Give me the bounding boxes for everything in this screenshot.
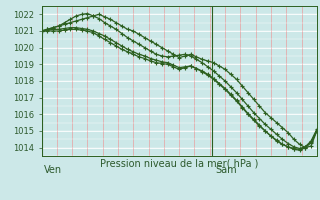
X-axis label: Pression niveau de la mer( hPa ): Pression niveau de la mer( hPa ) (100, 159, 258, 169)
Text: Sam: Sam (215, 165, 236, 175)
Text: Ven: Ven (44, 165, 62, 175)
